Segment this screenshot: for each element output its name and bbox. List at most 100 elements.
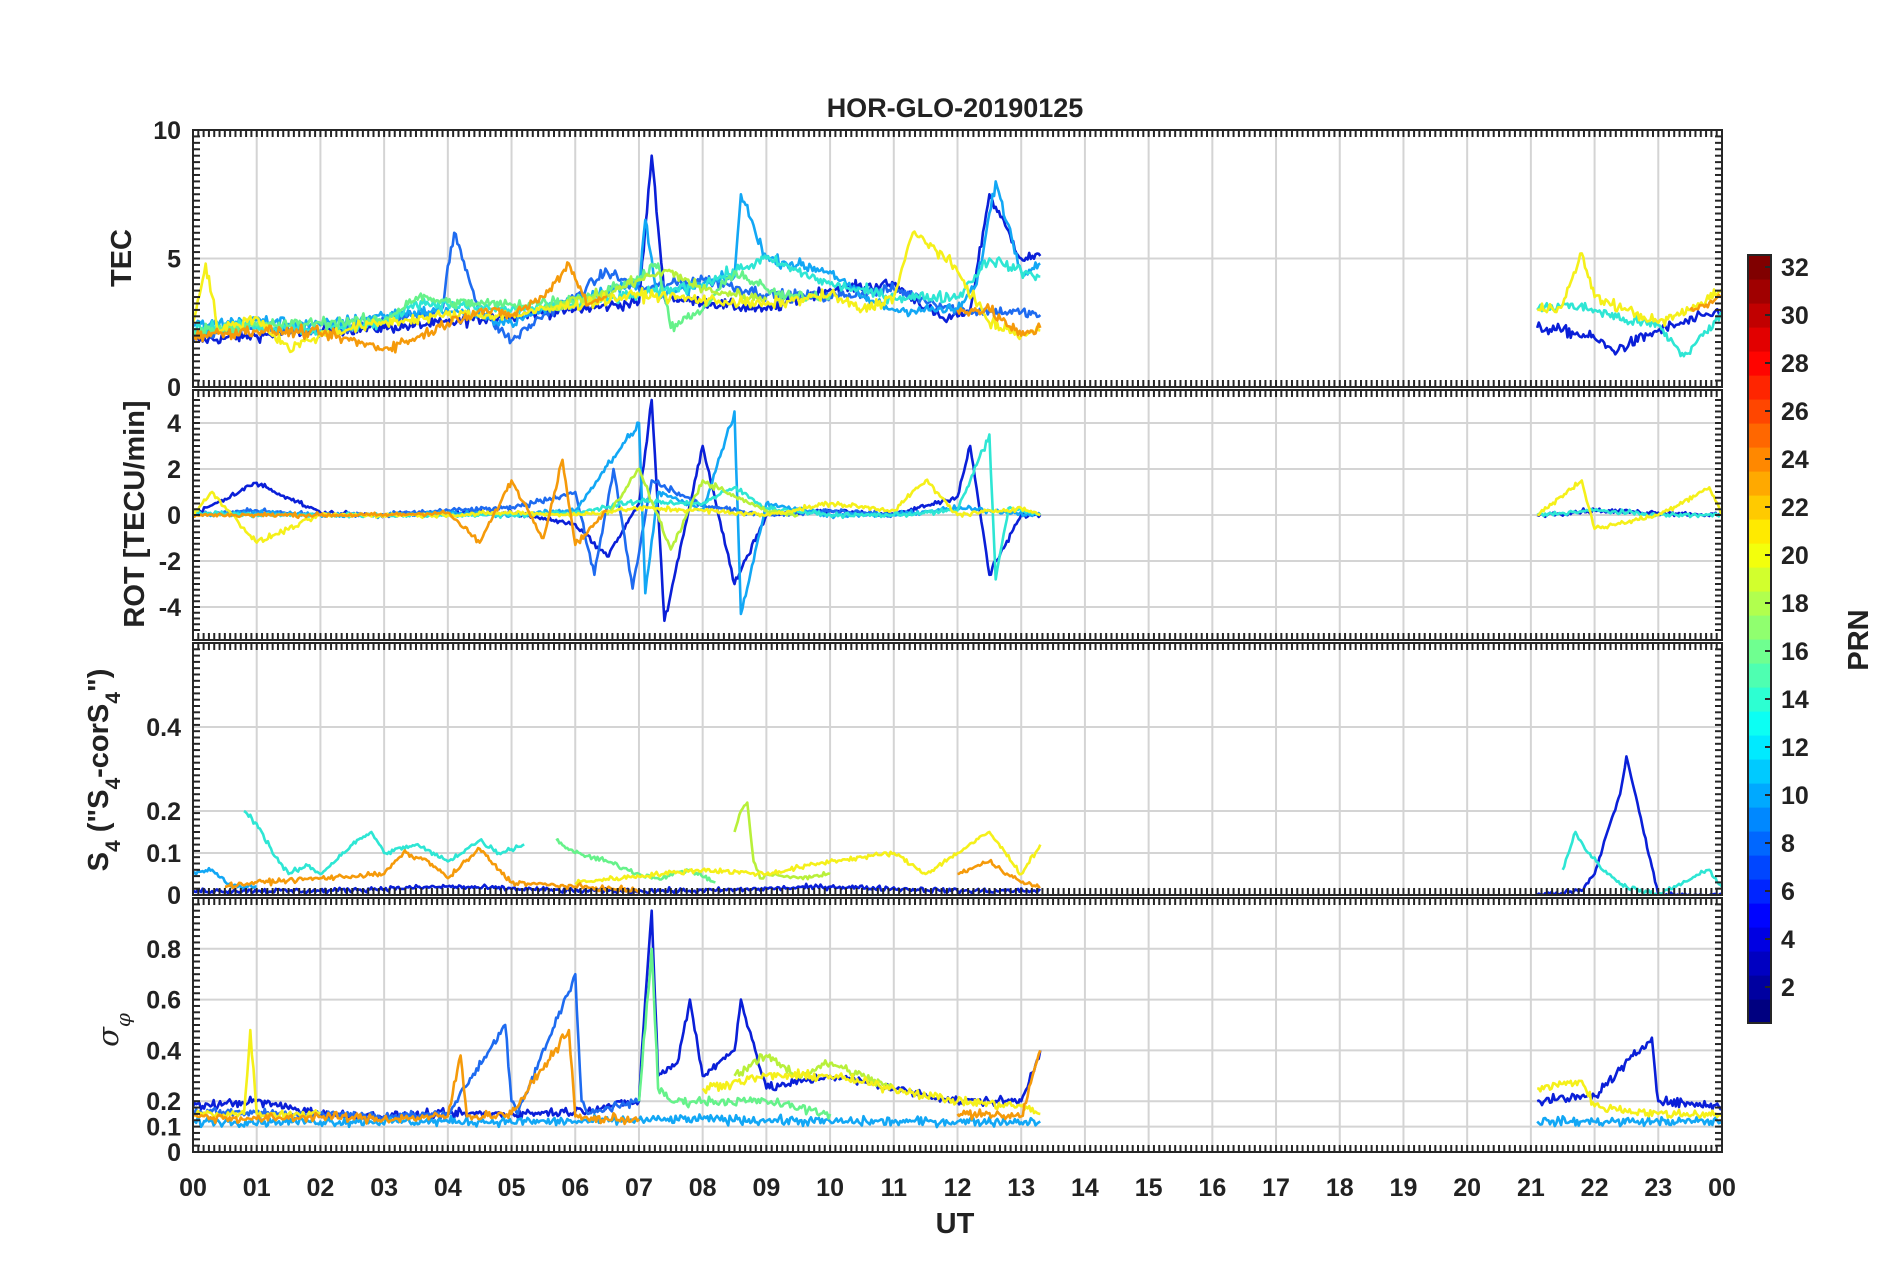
x-tick-label: 07 — [625, 1174, 653, 1202]
colorbar-frame — [1747, 254, 1772, 1024]
panel-tec: 0 5 10 — [153, 117, 1723, 402]
series-prn-18 — [542, 268, 768, 313]
colorbar-tick-label: 6 — [1781, 878, 1795, 906]
colorbar-swatch — [1748, 399, 1771, 424]
colorbar-tick-label: 32 — [1781, 254, 1809, 282]
grid — [193, 130, 1722, 387]
series-prn-18 — [733, 1053, 895, 1090]
x-tick-label: 02 — [307, 1174, 335, 1202]
x-tick-label: 09 — [752, 1174, 780, 1202]
x-tick-label: 12 — [944, 1174, 972, 1202]
colorbar-tick-label: 18 — [1781, 590, 1809, 618]
colorbar-swatch — [1748, 879, 1771, 904]
colorbar-tick-label: 2 — [1781, 974, 1795, 1002]
y-tick-label: 0 — [167, 882, 181, 910]
panel-s4: 0 0.1 0.2 0.4 — [146, 642, 1723, 910]
series-group — [193, 909, 1722, 1129]
colorbar-tick-label: 30 — [1781, 302, 1809, 330]
colorbar-swatch — [1748, 375, 1771, 400]
y-tick-label: 0 — [167, 502, 181, 530]
colorbar-swatch — [1748, 951, 1771, 976]
colorbar-tick-label: 12 — [1781, 734, 1809, 762]
colorbar-swatch — [1748, 639, 1771, 664]
y-tick-label: 0.4 — [146, 1037, 181, 1065]
y-tick-label: 0.4 — [146, 714, 181, 742]
y-tick-label: 0.8 — [146, 936, 181, 964]
y-tick-label: 0.6 — [146, 987, 181, 1015]
colorbar-swatch — [1748, 447, 1771, 472]
colorbar-swatch — [1748, 423, 1771, 448]
x-tick-label: 13 — [1007, 1174, 1035, 1202]
x-tick-label: 03 — [370, 1174, 398, 1202]
y-tick-label: 0.1 — [146, 840, 181, 868]
x-tick-label: 08 — [689, 1174, 717, 1202]
grid — [193, 390, 1722, 640]
colorbar-swatch — [1748, 759, 1771, 784]
y-tick-label: 0.1 — [146, 1114, 181, 1142]
x-tick-label: 05 — [498, 1174, 526, 1202]
colorbar-swatch — [1748, 855, 1771, 880]
series-prn-16 — [637, 947, 832, 1120]
colorbar-swatch — [1748, 807, 1771, 832]
colorbar-swatch — [1748, 351, 1771, 376]
colorbar-label: PRN — [1843, 609, 1875, 670]
minor-ticks — [192, 643, 1723, 895]
x-tick-label: 04 — [434, 1174, 462, 1202]
colorbar-tick-label: 16 — [1781, 638, 1809, 666]
x-tick-label: 22 — [1581, 1174, 1609, 1202]
y-label-rot: ROT [TECU/min] — [119, 400, 151, 627]
colorbar-swatch — [1748, 327, 1771, 352]
svg-text:UT: UT — [936, 1208, 975, 1240]
colorbar-tick-label: 28 — [1781, 350, 1809, 378]
series-group — [193, 398, 1722, 623]
colorbar-swatch — [1748, 567, 1771, 592]
colorbar-tick-label: 10 — [1781, 782, 1809, 810]
y-label-sigma-phi: σφ — [91, 1013, 135, 1047]
colorbar-swatch — [1748, 543, 1771, 568]
colorbar-swatch — [1748, 735, 1771, 760]
colorbar-swatch — [1748, 519, 1771, 544]
x-tick-label: 15 — [1135, 1174, 1163, 1202]
series-prn-22 — [193, 458, 608, 547]
y-axis: -4 -2 0 2 4 — [159, 399, 1722, 631]
y-axis: 0 5 10 — [153, 117, 1722, 402]
minor-ticks — [192, 898, 1723, 1152]
x-axis-label: UT — [936, 1208, 975, 1240]
series-prn-18 — [733, 801, 831, 881]
series-prn-22 — [193, 1028, 1042, 1126]
colorbar-swatch — [1748, 471, 1771, 496]
colorbar-swatch — [1748, 591, 1771, 616]
colorbar-swatch — [1748, 783, 1771, 808]
colorbar-tick-label: 8 — [1781, 830, 1795, 858]
colorbar-swatch — [1748, 663, 1771, 688]
colorbar-tick-label: 26 — [1781, 398, 1809, 426]
colorbar-swatch — [1748, 927, 1771, 952]
series-group — [193, 154, 1722, 358]
colorbar-swatch — [1748, 615, 1771, 640]
y-tick-label: -2 — [159, 548, 181, 576]
y-tick-label: 0 — [167, 1139, 181, 1167]
colorbar-tick-label: 24 — [1781, 446, 1809, 474]
series-prn-16 — [193, 262, 832, 337]
colorbar-tick-label: 20 — [1781, 542, 1809, 570]
series-prn-22 — [224, 846, 1041, 893]
colorbar-swatch — [1748, 495, 1771, 520]
x-tick-label: 10 — [816, 1174, 844, 1202]
minor-ticks — [192, 390, 1723, 640]
x-tick-label: 18 — [1326, 1174, 1354, 1202]
minor-ticks — [192, 130, 1723, 387]
x-tick-label: 20 — [1453, 1174, 1481, 1202]
colorbar-swatch — [1748, 831, 1771, 856]
x-axis: 00 01 02 03 04 05 06 07 08 09 10 11 12 13 14 15 16 17 18 19… — [179, 1174, 1736, 1202]
colorbar-tick-label: 22 — [1781, 494, 1809, 522]
x-tick-label: 23 — [1644, 1174, 1672, 1202]
y-tick-label: 0.2 — [146, 1088, 181, 1116]
x-tick-label: 11 — [881, 1174, 908, 1202]
x-tick-label: 17 — [1262, 1174, 1290, 1202]
x-tick-label: 01 — [243, 1174, 271, 1202]
series-prn-10 — [193, 1113, 1722, 1129]
y-tick-label: 10 — [153, 117, 181, 145]
y-axis: 0 0.1 0.2 0.4 — [146, 642, 1722, 910]
